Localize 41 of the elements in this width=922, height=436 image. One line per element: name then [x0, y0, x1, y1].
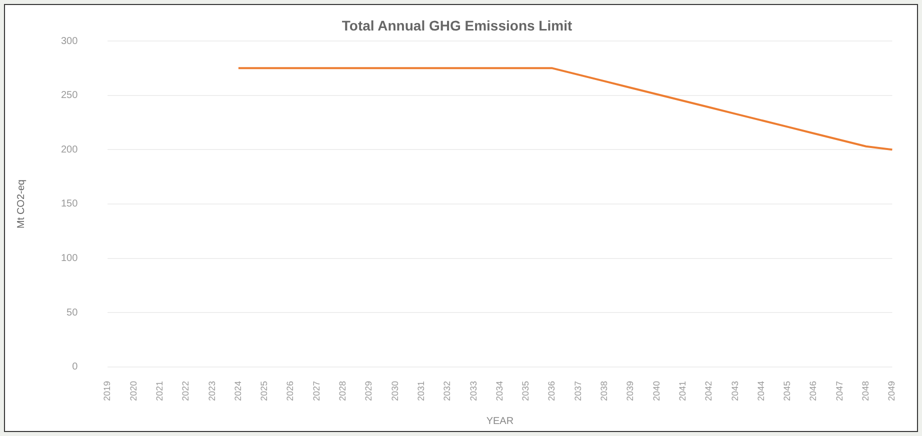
x-tick-label: 2022 — [180, 380, 191, 402]
x-tick-label: 2027 — [311, 380, 322, 402]
x-tick-label: 2019 — [102, 380, 112, 402]
x-tick-label: 2049 — [886, 380, 897, 402]
x-tick-label: 2043 — [730, 380, 740, 402]
y-tick-label: 200 — [60, 144, 78, 156]
x-tick-label: 2037 — [572, 380, 583, 402]
x-tick-label: 2028 — [338, 380, 348, 402]
x-tick-label: 2033 — [468, 380, 478, 402]
x-tick-label: 2026 — [285, 380, 296, 402]
x-axis-title: YEAR — [486, 416, 514, 427]
y-tick-label: 300 — [60, 36, 78, 47]
x-tick-label: 2047 — [834, 380, 844, 402]
y-tick-label: 150 — [60, 198, 78, 210]
x-tick-label: 2020 — [128, 380, 138, 402]
x-tick-label: 2039 — [625, 380, 636, 402]
y-tick-label: 100 — [60, 253, 78, 264]
x-tick-label: 2035 — [520, 380, 531, 402]
x-tick-label: 2040 — [651, 380, 662, 402]
x-tick-label: 2031 — [416, 380, 426, 402]
x-tick-label: 2024 — [232, 380, 243, 402]
y-tick-label: 250 — [60, 90, 78, 102]
y-tick-label: 50 — [66, 307, 78, 318]
x-tick-label: 2045 — [782, 380, 792, 402]
x-tick-label: 2044 — [756, 380, 766, 402]
y-axis-title: Mt CO2-eq — [16, 180, 27, 228]
x-tick-label: 2029 — [364, 380, 374, 402]
x-tick-label: 2030 — [390, 380, 400, 402]
x-tick-label: 2023 — [206, 380, 217, 402]
x-tick-label: 2032 — [442, 380, 452, 402]
chart-title: Total Annual GHG Emissions Limit — [342, 17, 572, 34]
x-tick-label: 2034 — [494, 380, 504, 402]
x-tick-label: 2048 — [860, 380, 871, 402]
y-tick-label: 0 — [72, 362, 78, 373]
x-tick-label: 2036 — [546, 380, 557, 402]
x-tick-label: 2046 — [808, 380, 818, 402]
x-tick-label: 2042 — [704, 380, 714, 402]
x-tick-label: 2041 — [677, 380, 688, 402]
x-tick-label: 2021 — [154, 380, 164, 402]
x-tick-label: 2025 — [259, 380, 270, 402]
x-tick-label: 2038 — [599, 380, 610, 402]
